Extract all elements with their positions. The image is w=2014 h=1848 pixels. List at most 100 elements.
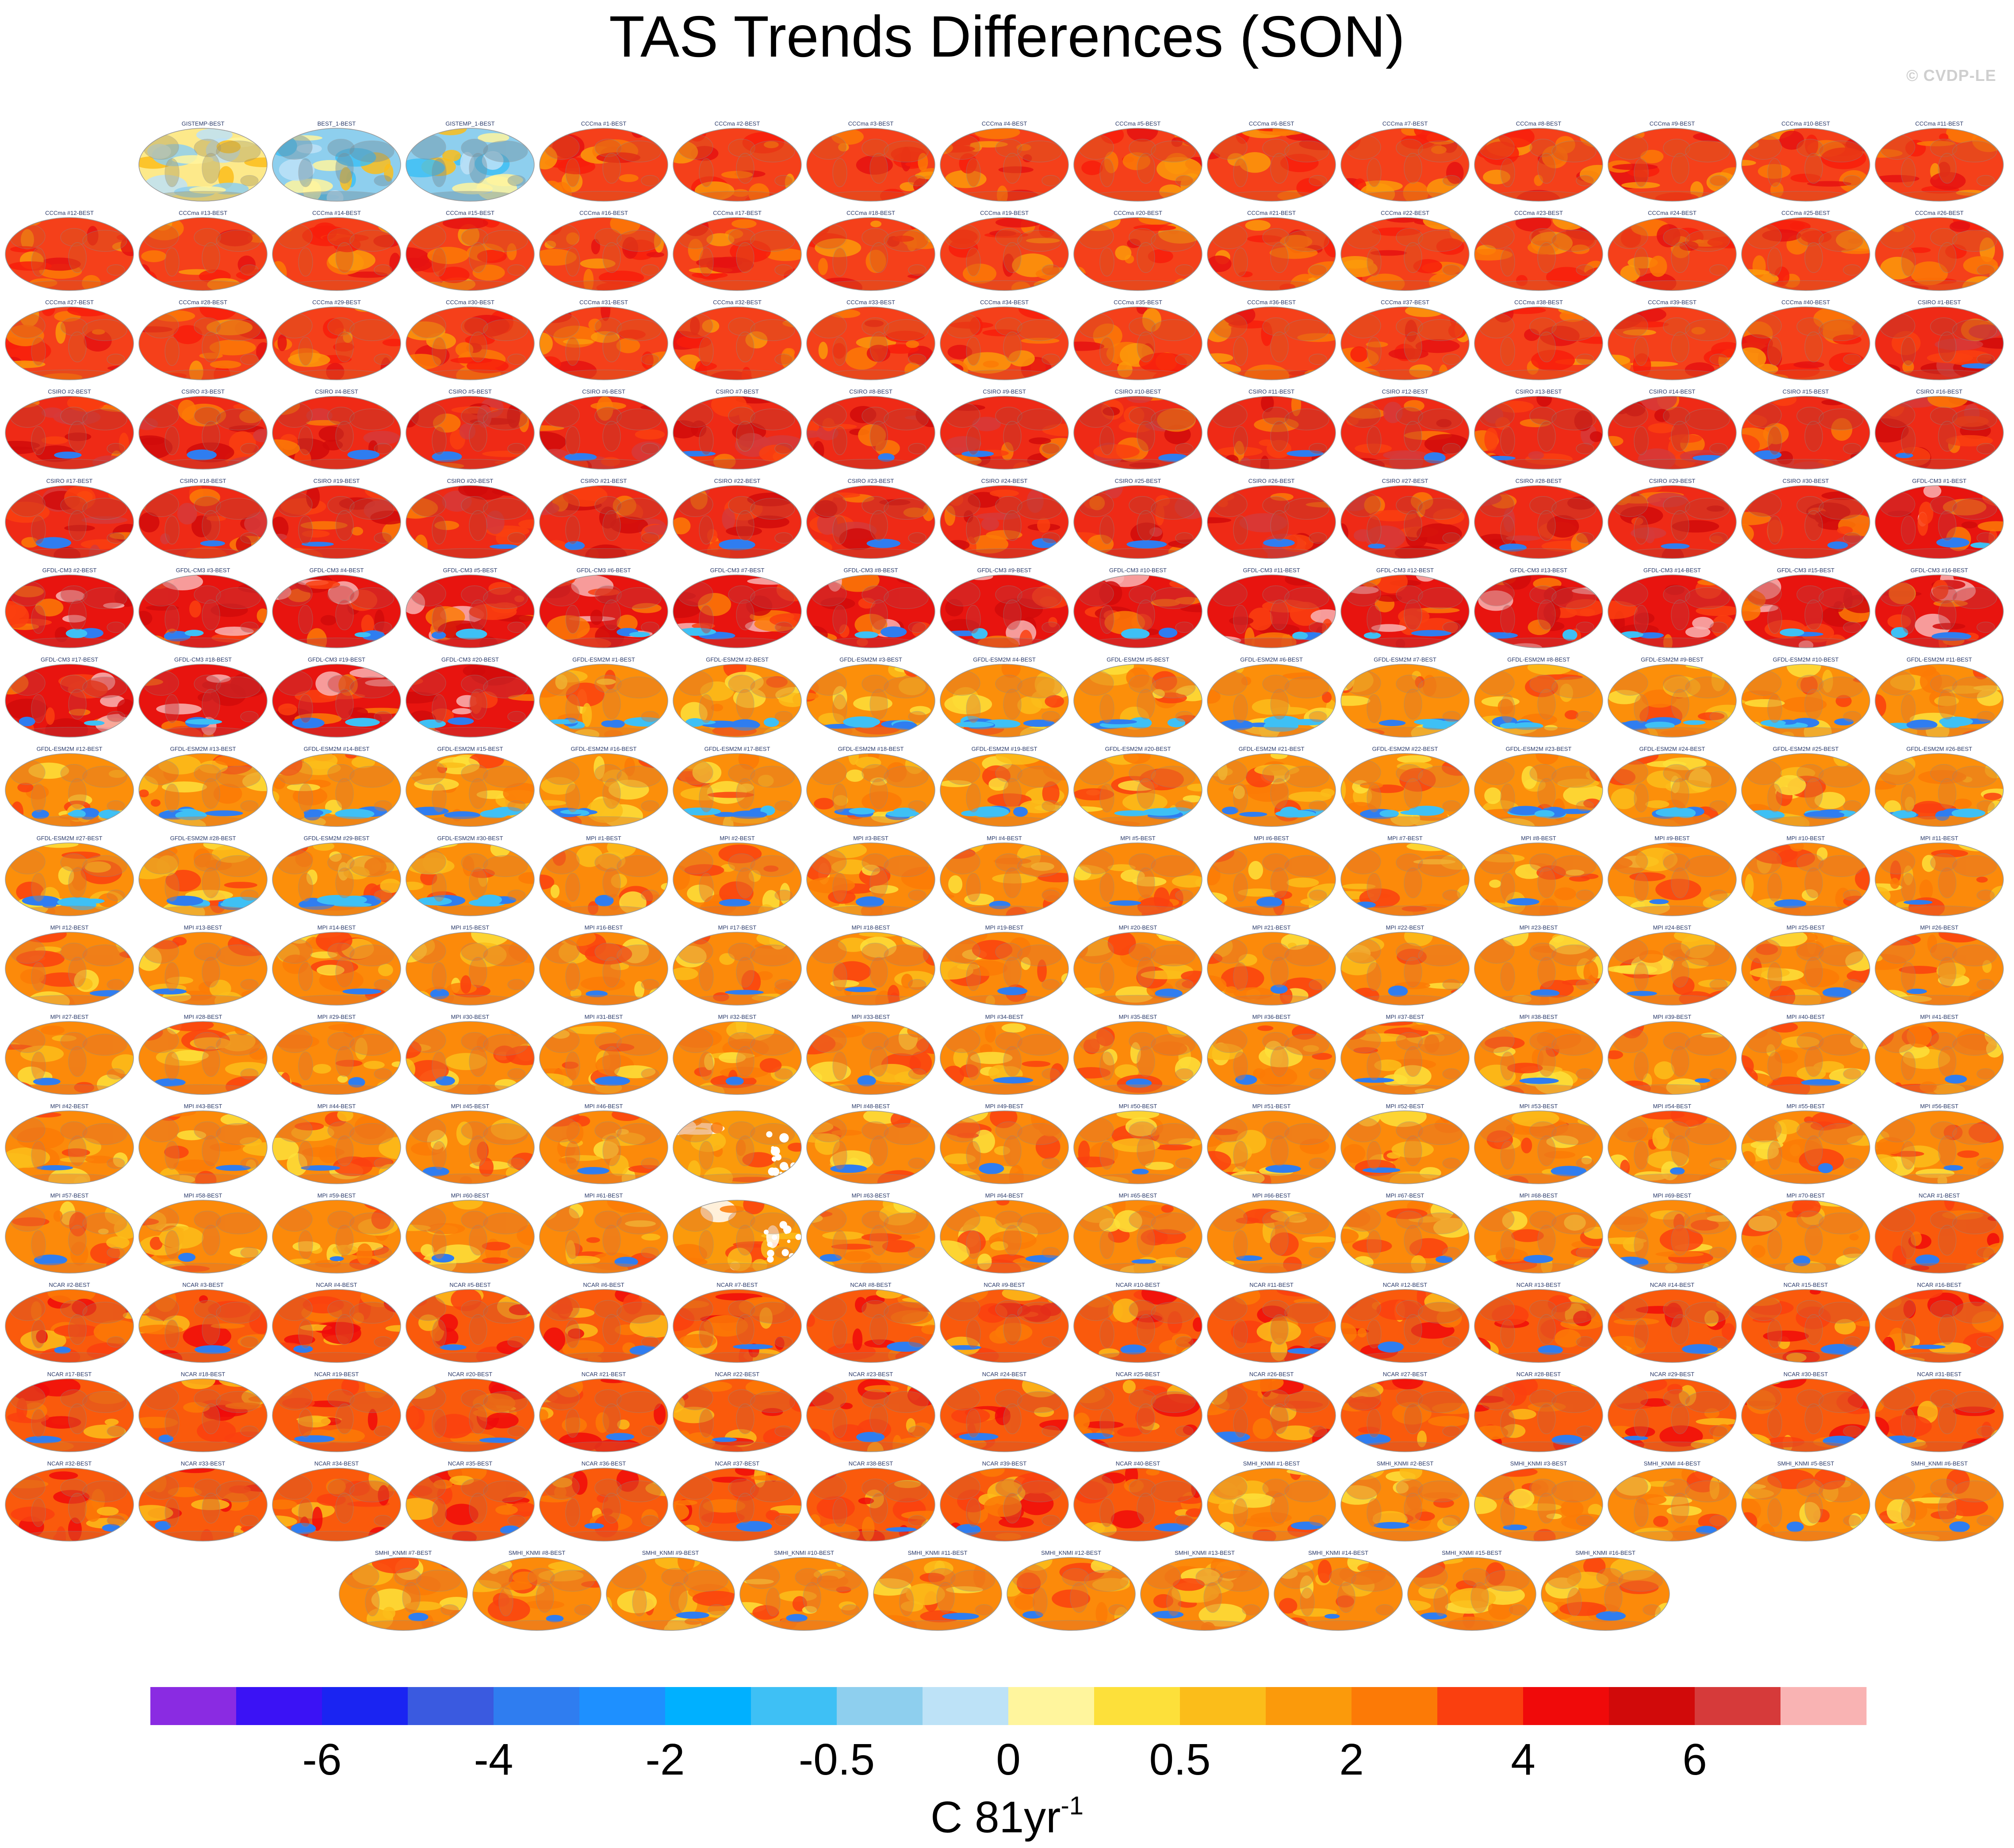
map-anomaly-patch bbox=[363, 1061, 385, 1069]
continent-outline bbox=[1003, 957, 1022, 988]
panel-label: MPI #18-BEST bbox=[852, 924, 890, 931]
continent-outline bbox=[1345, 581, 1381, 607]
continent-outline bbox=[60, 317, 88, 336]
continent-outline bbox=[287, 1084, 386, 1094]
continent-outline bbox=[616, 587, 662, 609]
map-panel: MPI #8-BEST bbox=[1474, 835, 1603, 916]
continent-outline bbox=[869, 867, 888, 899]
continent-outline bbox=[1211, 759, 1248, 785]
continent-outline bbox=[869, 510, 888, 541]
map-cool-patch bbox=[993, 1077, 1034, 1084]
panel-label: MPI #56-BEST bbox=[1920, 1103, 1959, 1110]
continent-outline bbox=[1041, 264, 1060, 276]
continent-outline bbox=[1952, 676, 1997, 699]
continent-outline bbox=[1804, 1046, 1823, 1077]
continent-outline bbox=[1233, 1140, 1248, 1170]
map-panel: GFDL-ESM2M #7-BEST bbox=[1340, 656, 1470, 738]
map-field bbox=[272, 575, 401, 648]
map-field bbox=[1608, 664, 1736, 737]
map-field bbox=[1074, 307, 1202, 380]
continent-outline bbox=[1309, 532, 1327, 544]
map-field bbox=[1608, 1022, 1736, 1094]
map-anomaly-patch bbox=[8, 261, 52, 271]
map-anomaly-patch bbox=[287, 352, 330, 367]
continent-outline bbox=[750, 855, 795, 877]
panel-label: GFDL-ESM2M #8-BEST bbox=[1507, 656, 1570, 663]
continent-outline bbox=[1709, 175, 1728, 187]
continent-outline bbox=[736, 421, 754, 452]
map-anomaly-patch bbox=[856, 336, 896, 349]
continent-outline bbox=[410, 313, 446, 339]
continent-outline bbox=[1576, 800, 1594, 812]
panel-label: CCCma #22-BEST bbox=[1381, 210, 1429, 216]
continent-outline bbox=[335, 510, 354, 541]
continent-outline bbox=[1151, 676, 1196, 699]
map-field bbox=[1474, 664, 1603, 737]
panel-label: MPI #40-BEST bbox=[1787, 1014, 1825, 1020]
map-anomaly-patch bbox=[1516, 190, 1561, 201]
map-anomaly-patch bbox=[1957, 1150, 1980, 1158]
map-anomaly-patch bbox=[618, 329, 646, 340]
continent-outline bbox=[143, 223, 179, 249]
map-panel: MPI #56-BEST bbox=[1875, 1103, 2004, 1184]
map-anomaly-patch bbox=[1484, 787, 1501, 804]
continent-outline bbox=[1901, 694, 1916, 723]
map-panel: MPI #10-BEST bbox=[1741, 835, 1870, 916]
continent-outline bbox=[240, 1157, 259, 1169]
map-anomaly-patch bbox=[1875, 363, 1901, 377]
map-field bbox=[1608, 307, 1736, 380]
continent-outline bbox=[507, 621, 526, 633]
continent-outline bbox=[298, 605, 313, 634]
continent-outline bbox=[1952, 230, 1997, 252]
continent-outline bbox=[908, 889, 927, 901]
map-anomaly-patch bbox=[1608, 1022, 1626, 1034]
map-anomaly-patch bbox=[598, 271, 644, 285]
map-panel: GISTEMP_1-BEST bbox=[406, 120, 535, 202]
map-field bbox=[1875, 932, 2003, 1005]
map-panel: CCCma #17-BEST bbox=[673, 210, 802, 291]
continent-outline bbox=[1078, 581, 1114, 607]
map-field bbox=[807, 128, 935, 201]
panel-label: GFDL-CM3 #14-BEST bbox=[1643, 567, 1701, 574]
continent-outline bbox=[1804, 510, 1823, 541]
map-cool-patch bbox=[866, 539, 900, 548]
map-anomaly-patch bbox=[178, 399, 196, 421]
continent-outline bbox=[1709, 800, 1728, 812]
missing-data-patch bbox=[771, 1146, 775, 1150]
map-anomaly-patch bbox=[1939, 133, 1949, 141]
map-anomaly-patch bbox=[1270, 754, 1288, 759]
map-panel: CSIRO #21-BEST bbox=[539, 478, 668, 559]
map-anomaly-patch bbox=[116, 1080, 134, 1094]
continent-outline bbox=[374, 800, 392, 812]
map-cool-patch bbox=[1479, 632, 1518, 639]
continent-outline bbox=[1685, 319, 1730, 341]
map-panel: MPI #14-BEST bbox=[272, 924, 401, 1006]
map-cool-patch bbox=[354, 632, 371, 638]
map-field bbox=[406, 1111, 534, 1184]
continent-outline bbox=[240, 175, 259, 187]
map-panel: GISTEMP-BEST bbox=[138, 120, 268, 202]
continent-outline bbox=[1976, 889, 1995, 901]
continent-outline bbox=[1767, 605, 1782, 634]
panel-label: GFDL-CM3 #10-BEST bbox=[1109, 567, 1167, 574]
continent-outline bbox=[811, 1027, 847, 1053]
map-anomaly-patch bbox=[982, 329, 1021, 337]
continent-outline bbox=[1537, 778, 1556, 809]
continent-outline bbox=[483, 587, 528, 609]
continent-outline bbox=[143, 849, 179, 875]
map-anomaly-patch bbox=[807, 398, 835, 403]
continent-outline bbox=[1270, 510, 1289, 541]
continent-outline bbox=[202, 1046, 220, 1077]
continent-outline bbox=[1952, 944, 1997, 967]
map-anomaly-patch bbox=[807, 626, 828, 644]
panel-label: GFDL-CM3 #19-BEST bbox=[308, 656, 365, 663]
map-border bbox=[1340, 128, 1470, 202]
continent-outline bbox=[1017, 587, 1062, 609]
continent-outline bbox=[469, 867, 487, 899]
continent-outline bbox=[1671, 599, 1689, 631]
map-anomaly-patch bbox=[1405, 320, 1417, 342]
map-anomaly-patch bbox=[1115, 245, 1132, 260]
map-cool-patch bbox=[1367, 543, 1386, 549]
panel-label: MPI #6-BEST bbox=[1254, 835, 1289, 842]
continent-outline bbox=[1404, 421, 1422, 452]
